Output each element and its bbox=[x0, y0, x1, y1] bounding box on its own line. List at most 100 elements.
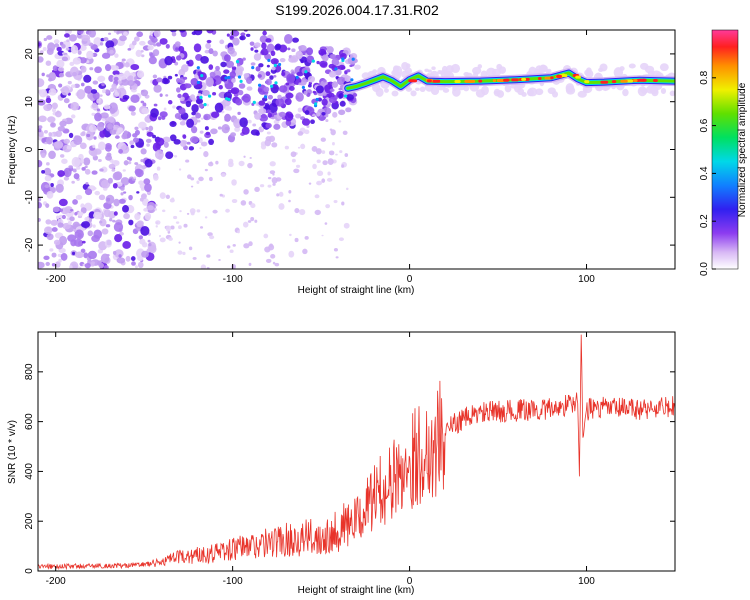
spectrogram-speckle-blob bbox=[345, 107, 352, 113]
spectrogram-speckle-blob bbox=[206, 39, 212, 44]
spectrogram-speckle-blob bbox=[99, 218, 107, 227]
spectrogram-speckle-blob bbox=[241, 126, 250, 135]
spectrogram-speckle-blob bbox=[231, 78, 236, 83]
spectrogram-speckle-blob bbox=[80, 131, 86, 137]
spectrogram-speckle-blob bbox=[265, 258, 272, 264]
spectrogram-bright-dot bbox=[301, 85, 305, 90]
spectrogram-speckle-blob bbox=[141, 107, 150, 115]
spectrogram-speckle-blob bbox=[176, 15, 183, 22]
figure-title: S199.2026.004.17.31.R02 bbox=[275, 2, 439, 18]
spectrogram-speckle-blob bbox=[276, 193, 280, 197]
spectrogram-speckle-blob bbox=[38, 56, 44, 63]
spectrogram-speckle-blob bbox=[113, 211, 118, 216]
spectrogram-speckle-blob bbox=[275, 43, 282, 50]
spectrogram-speckle-blob bbox=[223, 54, 231, 62]
spectrogram-speckle-blob bbox=[329, 53, 337, 60]
spectrogram-speckle-blob bbox=[123, 191, 127, 194]
spectrogram-speckle-blob bbox=[159, 111, 168, 118]
spectrogram-speckle-blob bbox=[137, 261, 144, 269]
spectrogram-speckle-blob bbox=[177, 93, 182, 99]
spectrogram-bright-dot bbox=[295, 75, 299, 79]
spectrogram-speckle-blob bbox=[271, 66, 276, 71]
spectrogram-speckle-blob bbox=[171, 197, 175, 200]
spectrogram-speckle-blob bbox=[104, 239, 112, 248]
spectrogram-speckle-blob bbox=[178, 225, 182, 230]
spectrogram-speckle-blob bbox=[56, 59, 65, 68]
spectrogram-speckle-blob bbox=[333, 200, 338, 204]
spectrogram-speckle-blob bbox=[127, 47, 132, 51]
spectrogram-speckle-blob bbox=[48, 72, 57, 81]
spectrogram-speckle-blob bbox=[96, 98, 101, 104]
spectrogram-x-tick-label: -200 bbox=[46, 274, 66, 285]
spectrogram-speckle-blob bbox=[50, 219, 58, 226]
spectrogram-speckle-blob bbox=[69, 66, 79, 77]
spectrogram-speckle-blob bbox=[259, 184, 265, 188]
spectrogram-speckle-blob bbox=[312, 163, 317, 170]
spectrogram-speckle-blob bbox=[285, 119, 292, 126]
spectrogram-speckle-blob bbox=[221, 173, 226, 178]
carrier-band-hot-segment bbox=[505, 78, 510, 82]
spectrogram-speckle-blob bbox=[210, 128, 218, 135]
spectrogram-speckle-blob bbox=[131, 261, 136, 266]
spectrogram-speckle-blob bbox=[163, 107, 167, 111]
spectrogram-bright-dot bbox=[207, 94, 212, 98]
spectrogram-speckle-blob bbox=[179, 120, 186, 126]
spectrogram-speckle-blob bbox=[206, 103, 210, 107]
snr-y-tick-label: 400 bbox=[24, 463, 35, 480]
spectrogram-speckle-blob bbox=[314, 209, 321, 216]
spectrogram-speckle-blob bbox=[178, 168, 182, 171]
spectrogram-speckle-blob bbox=[118, 198, 126, 204]
spectrogram-speckle-blob bbox=[38, 42, 41, 47]
snr-frame bbox=[37, 331, 676, 572]
spectrogram-speckle-blob bbox=[139, 238, 146, 245]
spectrogram-speckle-blob bbox=[255, 66, 261, 72]
spectrogram-speckle-blob bbox=[424, 68, 429, 73]
spectrogram-speckle-blob bbox=[322, 79, 327, 83]
spectrogram-speckle-blob bbox=[246, 86, 253, 91]
spectrogram-speckle-blob bbox=[113, 91, 120, 97]
spectrogram-speckle-blob bbox=[173, 138, 181, 145]
spectrogram-bright-dot bbox=[235, 60, 240, 64]
spectrogram-speckle-blob bbox=[79, 142, 87, 150]
spectrogram-speckle-blob bbox=[318, 48, 327, 56]
spectrogram-speckle-blob bbox=[120, 186, 125, 191]
spectrogram-speckle-blob bbox=[84, 263, 91, 269]
spectrogram-speckle-blob bbox=[577, 90, 587, 98]
spectrogram-speckle-blob bbox=[298, 45, 307, 52]
spectrogram-speckle-blob bbox=[80, 207, 87, 214]
spectrogram-speckle-blob bbox=[184, 83, 192, 89]
spectrogram-speckle-blob bbox=[134, 168, 143, 176]
spectrogram-speckle-blob bbox=[204, 216, 208, 219]
spectrogram-speckle-blob bbox=[278, 191, 284, 197]
spectrogram-speckle-blob bbox=[156, 77, 163, 83]
spectrogram-speckle-blob bbox=[153, 84, 162, 93]
spectrogram-speckle-blob bbox=[103, 37, 109, 42]
spectrogram-speckle-blob bbox=[303, 90, 308, 96]
spectrogram-speckle-blob bbox=[185, 100, 192, 108]
spectrogram-speckle-blob bbox=[169, 134, 177, 142]
spectrogram-speckle-blob bbox=[291, 158, 296, 163]
spectrogram-speckle-blob bbox=[265, 71, 271, 77]
spectrogram-speckle-blob bbox=[307, 83, 312, 88]
spectrogram-speckle-blob bbox=[343, 222, 350, 229]
spectrogram-speckle-blob bbox=[278, 111, 286, 118]
spectrogram-speckle-blob bbox=[295, 164, 301, 168]
spectrogram-carrier-band bbox=[342, 68, 675, 94]
spectrogram-speckle-blob bbox=[285, 92, 294, 99]
spectrogram-speckle-blob bbox=[477, 64, 483, 69]
spectrogram-speckle-blob bbox=[330, 129, 336, 136]
spectrogram-speckle-blob bbox=[38, 197, 42, 202]
spectrogram-speckle-blob bbox=[163, 141, 169, 148]
spectrogram-speckle-blob bbox=[51, 102, 58, 110]
spectrogram-speckle-blob bbox=[235, 65, 245, 73]
spectrogram-speckle-blob bbox=[140, 49, 144, 53]
spectrogram-speckle-blob bbox=[598, 67, 604, 72]
spectrogram-speckle-blob bbox=[72, 57, 82, 65]
spectrogram-speckle-blob bbox=[220, 61, 227, 68]
spectrogram-speckle-blob bbox=[164, 55, 173, 66]
spectrogram-speckle-blob bbox=[248, 262, 252, 266]
spectrogram-speckle-blob bbox=[212, 92, 217, 96]
spectrogram-speckle-blob bbox=[46, 191, 54, 199]
spectrogram-speckle-blob bbox=[138, 121, 147, 129]
spectrogram-speckle-blob bbox=[43, 104, 52, 112]
